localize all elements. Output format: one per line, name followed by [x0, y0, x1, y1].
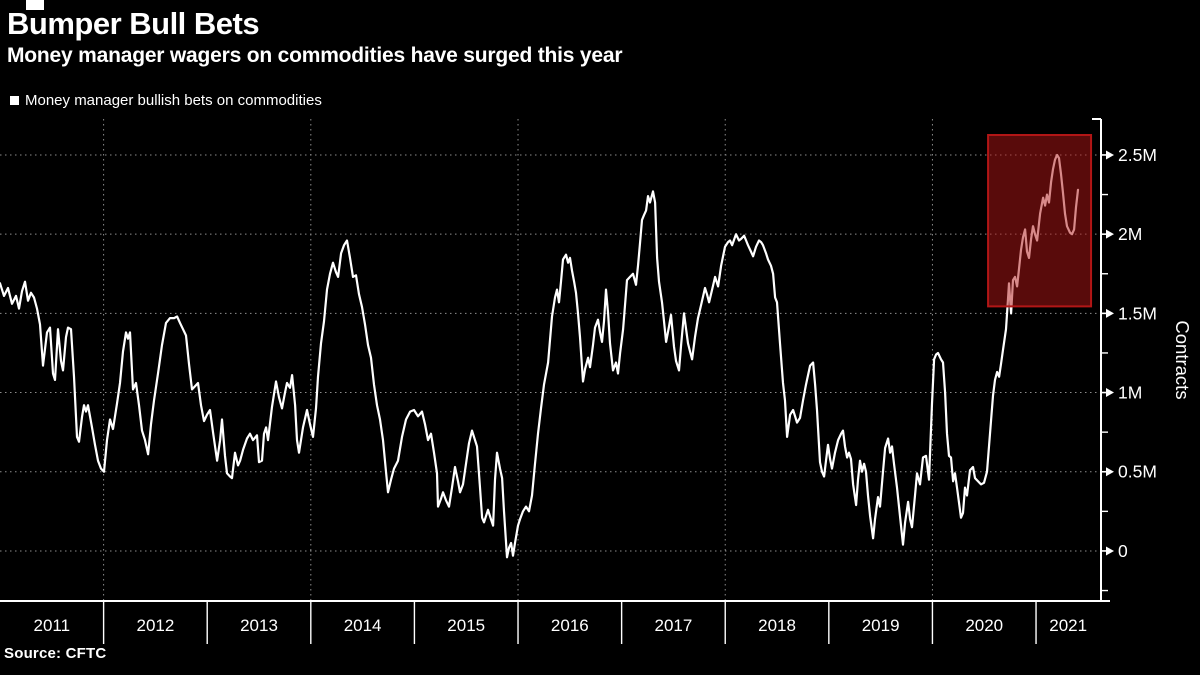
y-axis-title: Contracts — [1172, 320, 1193, 399]
x-tick-label: 2017 — [655, 616, 693, 635]
x-tick-label: 2015 — [447, 616, 485, 635]
legend: Money manager bullish bets on commoditie… — [10, 92, 322, 109]
x-tick-label: 2019 — [862, 616, 900, 635]
y-tick-arrow-icon — [1106, 308, 1114, 318]
x-tick-label: 2011 — [34, 616, 71, 635]
x-tick-label: 2021 — [1049, 616, 1087, 635]
x-tick-label: 2020 — [965, 616, 1003, 635]
y-tick-label: 0 — [1118, 541, 1128, 561]
y-tick-label: 2M — [1118, 224, 1142, 244]
y-tick-arrow-icon — [1106, 150, 1114, 160]
y-tick-arrow-icon — [1106, 546, 1114, 556]
y-tick-label: 2.5M — [1118, 145, 1157, 165]
y-tick-arrow-icon — [1106, 388, 1114, 398]
x-tick-label: 2016 — [551, 616, 589, 635]
x-tick-label: 2018 — [758, 616, 796, 635]
highlight-box — [987, 133, 1093, 308]
x-tick-label: 2013 — [240, 616, 278, 635]
y-tick-label: 1M — [1118, 383, 1142, 403]
legend-label: Money manager bullish bets on commoditie… — [25, 92, 322, 109]
page-title: Bumper Bull Bets — [7, 6, 260, 41]
page-subtitle: Money manager wagers on commodities have… — [7, 44, 623, 67]
x-tick-label: 2014 — [344, 616, 382, 635]
top-edge-marker — [26, 0, 44, 10]
y-tick-arrow-icon — [1106, 467, 1114, 477]
y-tick-arrow-icon — [1106, 229, 1114, 239]
y-tick-label: 0.5M — [1118, 462, 1157, 482]
legend-swatch-icon — [10, 96, 19, 105]
source-credit: Source: CFTC — [4, 645, 107, 662]
x-tick-label: 2012 — [136, 616, 174, 635]
y-tick-label: 1.5M — [1118, 303, 1157, 323]
series-line — [0, 153, 1080, 559]
